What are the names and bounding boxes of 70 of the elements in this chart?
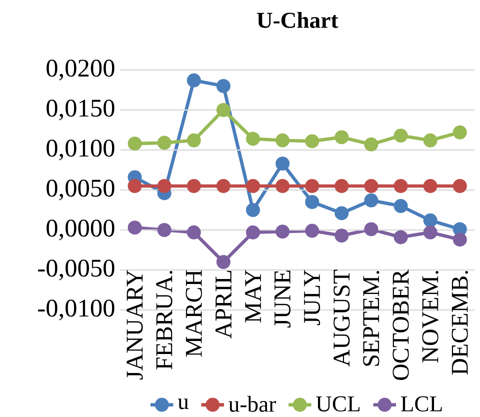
y-tick-label: 0,0000 — [46, 220, 114, 240]
point — [216, 178, 230, 193]
point — [452, 222, 467, 236]
point — [334, 228, 349, 243]
x-tick-label: OCTOBER — [392, 269, 409, 380]
x-tick-label: JANUARY — [126, 270, 143, 380]
legend-label: UCL — [316, 396, 360, 412]
x-tick-label: APRIL — [216, 270, 232, 338]
x-tick-label: AUGUST — [334, 270, 350, 366]
point — [186, 133, 201, 148]
point — [452, 125, 467, 140]
point — [128, 136, 142, 151]
chart-title: U-Chart — [256, 12, 338, 28]
y-tick-label: 0,0050 — [46, 180, 114, 200]
point — [423, 133, 438, 148]
point — [423, 213, 438, 228]
point — [186, 73, 201, 88]
point — [276, 224, 290, 239]
point — [394, 230, 408, 244]
point — [246, 225, 260, 240]
point — [334, 206, 349, 220]
point — [364, 222, 378, 236]
x-tick-label: DECEMB. — [452, 270, 468, 375]
y-tick-label: 0,0150 — [46, 100, 114, 120]
x-tick-label: JUNE — [274, 270, 291, 328]
y-tick-label: 0,0100 — [46, 140, 114, 160]
point — [423, 225, 438, 240]
legend-label: u-bar — [228, 396, 276, 412]
legend-label: u — [178, 398, 189, 410]
y-tick-label: -0,0050 — [38, 260, 114, 280]
point — [305, 178, 320, 193]
point — [246, 178, 260, 193]
point — [216, 254, 230, 269]
point — [276, 156, 290, 171]
point — [364, 193, 378, 208]
point — [157, 178, 172, 193]
x-tick-label: MARCH — [186, 270, 202, 357]
x-tick-label: SEPTEM. — [363, 270, 380, 366]
point — [276, 178, 290, 193]
point — [305, 194, 320, 209]
point — [305, 134, 320, 148]
point — [157, 136, 172, 150]
y-tick-label: -0,0100 — [38, 300, 114, 320]
point — [452, 178, 467, 193]
point — [128, 220, 142, 235]
point — [128, 178, 142, 193]
point — [186, 225, 201, 240]
point — [452, 232, 467, 247]
point — [246, 202, 260, 217]
point — [394, 198, 408, 213]
legend-label: LCL — [401, 396, 442, 412]
point — [394, 128, 408, 143]
point — [276, 133, 290, 148]
point — [334, 178, 349, 193]
point — [216, 102, 230, 117]
point — [216, 78, 230, 93]
point — [334, 130, 349, 144]
point — [157, 222, 172, 237]
x-tick-label: JULY — [304, 270, 320, 326]
point — [186, 178, 201, 193]
point — [364, 137, 378, 152]
point — [305, 224, 320, 238]
x-tick-label: MAY — [245, 270, 261, 322]
point — [246, 132, 260, 146]
point — [394, 178, 408, 193]
x-tick-label: FEBRUA. — [156, 270, 172, 370]
point — [423, 178, 438, 193]
y-tick-label: 0,0200 — [46, 60, 114, 80]
point — [364, 178, 378, 193]
x-tick-label: NOVEM. — [422, 270, 438, 363]
